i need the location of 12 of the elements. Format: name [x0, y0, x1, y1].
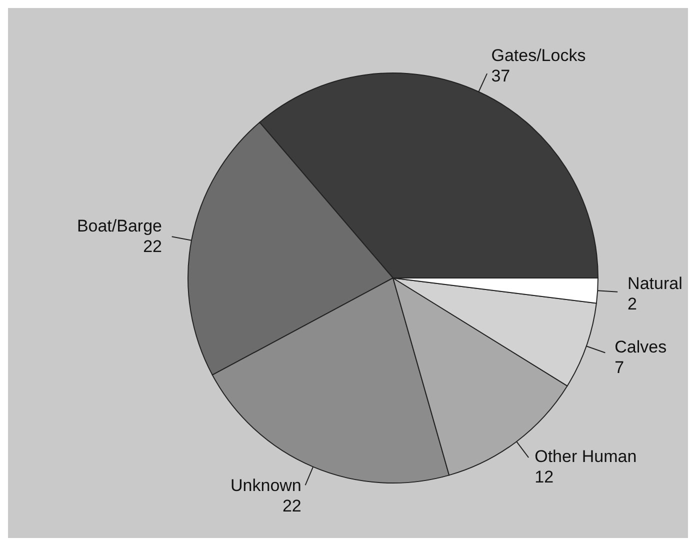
- slice-label: Other Human: [534, 447, 637, 466]
- data-label: 37: [491, 66, 510, 86]
- slice-label: Natural: [628, 274, 682, 294]
- slice-label: Unknown: [230, 476, 302, 496]
- slice-label: Calves: [614, 338, 667, 357]
- data-label: 22: [282, 496, 302, 516]
- slice-label: Boat/Barge: [76, 216, 162, 236]
- data-label: 2: [628, 294, 638, 314]
- data-label: 22: [143, 236, 162, 256]
- data-label: 12: [534, 468, 554, 487]
- slice-label: Gates/Locks: [491, 46, 586, 66]
- data-label: 7: [614, 358, 624, 378]
